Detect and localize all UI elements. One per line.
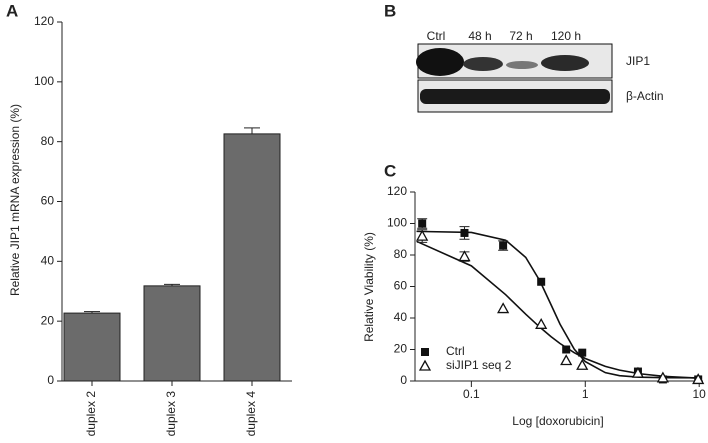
point <box>458 250 471 262</box>
panel-label: B <box>384 1 396 20</box>
band <box>506 61 538 69</box>
lane-label: 120 h <box>551 29 581 43</box>
y-tick-label: 120 <box>34 14 54 28</box>
panel-label: A <box>6 1 18 20</box>
error-bar <box>84 311 100 314</box>
x-tick-label: duplex 3 <box>164 391 178 437</box>
y-tick-label: 80 <box>394 247 408 261</box>
point <box>576 358 589 370</box>
point <box>418 359 432 371</box>
lane-label: 48 h <box>468 29 491 43</box>
y-tick-label: 60 <box>394 279 408 293</box>
bar <box>223 133 281 382</box>
point <box>421 348 429 356</box>
point <box>460 228 469 237</box>
row-label: JIP1 <box>626 54 650 68</box>
y-tick-label: 20 <box>394 342 408 356</box>
legend-label: siJIP1 seq 2 <box>446 358 512 372</box>
lane-label: Ctrl <box>427 29 446 43</box>
y-tick-label: 100 <box>34 74 54 88</box>
point <box>497 302 510 314</box>
y-tick-label: 20 <box>41 313 55 327</box>
x-tick-label: duplex 2 <box>84 391 98 437</box>
point <box>578 348 587 357</box>
x-tick-label: duplex 4 <box>244 391 258 437</box>
x-tick-label: 0.1 <box>463 387 480 401</box>
point <box>631 366 645 378</box>
row-label: β-Actin <box>626 89 664 103</box>
bar <box>143 285 201 382</box>
lane-label: 72 h <box>509 29 532 43</box>
y-tick-label: 80 <box>41 134 55 148</box>
y-axis-label: Relative Viability (%) <box>362 232 376 342</box>
band <box>416 48 464 76</box>
point <box>656 371 669 383</box>
band <box>420 89 610 104</box>
y-tick-label: 100 <box>387 216 407 230</box>
bar <box>63 312 121 382</box>
y-tick-label: 0 <box>400 373 407 387</box>
panel-label: C <box>384 161 396 180</box>
x-tick-label: 1 <box>582 387 589 401</box>
legend-label: Ctrl <box>446 344 465 358</box>
point <box>537 277 546 286</box>
y-tick-label: 60 <box>41 194 55 208</box>
point <box>499 241 508 250</box>
error-bar <box>244 127 260 134</box>
band <box>463 57 503 71</box>
y-tick-label: 120 <box>387 184 407 198</box>
point <box>562 345 571 354</box>
x-axis-label: Log [doxorubicin] <box>512 414 603 428</box>
point <box>416 229 429 241</box>
point <box>560 354 573 366</box>
y-tick-label: 40 <box>394 310 408 324</box>
band <box>541 55 589 71</box>
point <box>418 219 427 228</box>
western-blot: Ctrl 48 h 72 h 120 h JIP1 β-Actin <box>416 29 664 113</box>
point <box>692 373 705 385</box>
y-tick-label: 0 <box>47 373 54 387</box>
y-axis-label: Relative JIP1 mRNA expression (%) <box>8 104 22 296</box>
y-tick-label: 40 <box>41 254 55 268</box>
x-tick-label: 10 <box>693 387 707 401</box>
point <box>535 317 548 329</box>
error-bar <box>164 283 180 286</box>
